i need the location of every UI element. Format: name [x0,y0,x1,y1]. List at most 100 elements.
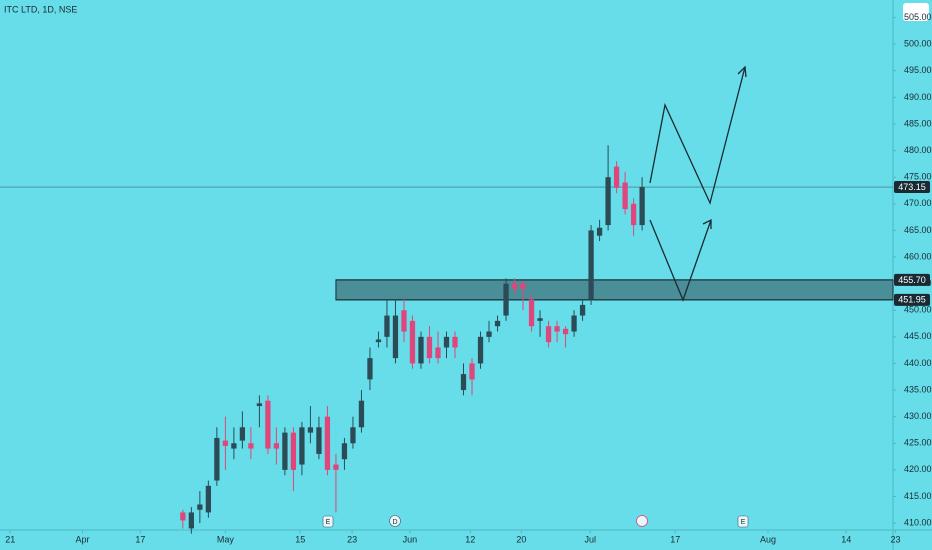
candle-body [571,315,577,332]
candle-body [282,432,288,470]
candle-body [537,318,543,321]
candle-body [426,336,433,359]
candle-body [197,504,203,510]
candle-body [579,304,586,316]
candle-body [435,347,441,359]
candle-body [392,315,399,359]
candle-body [469,363,475,380]
candle-body [350,427,356,444]
candle-body [477,336,484,364]
candle-body [367,358,373,380]
y-tick-label: 485.00 [904,118,932,128]
candle-body [596,227,603,236]
zone-top-label: 455.70 [898,275,926,285]
x-tick-label: 17 [135,534,145,544]
x-tick-label: 20 [516,534,526,544]
zone-top-badge [894,273,930,286]
arrow-path [649,66,746,205]
candle-body [375,339,382,343]
candle-body [341,443,348,460]
candle-body [205,485,212,513]
arrow-head [702,218,712,229]
event-icon[interactable] [636,515,648,527]
candle-body [452,336,458,348]
drawn-arrows [649,65,747,302]
zone-bottom-label: 451.95 [898,295,926,305]
candle-body [554,326,560,332]
candle-body [511,283,518,289]
y-tick-label: 480.00 [904,145,932,155]
candle-body [605,177,611,226]
candle-body [503,283,509,316]
candle-body [307,427,314,433]
x-tick-label: 14 [841,534,851,544]
candle-body [222,440,229,446]
candle-body [316,427,322,454]
candle-body [273,443,280,449]
candle-body [239,427,246,441]
candle-body [188,512,194,529]
y-tick-label: 440.00 [904,358,932,368]
y-tick-label: 470.00 [904,198,932,208]
y-tick-label: 495.00 [904,65,932,75]
y-tick-label: 410.00 [904,517,932,527]
event-icon[interactable] [737,515,749,528]
candle-body [409,320,416,364]
y-tick-label: 465.00 [904,225,932,235]
candle-body [290,432,297,470]
candle-body [588,230,594,300]
candle-body [180,512,186,521]
candle-body [358,400,365,428]
event-icon[interactable] [322,515,334,528]
event-icon[interactable] [389,515,401,527]
x-tick-label: 23 [347,534,357,544]
last-price-label: 473.15 [898,182,926,192]
y-tick-label: 475.00 [904,172,932,182]
y-tick-label: 420.00 [904,464,932,474]
top-right-button[interactable] [903,3,929,21]
candle-body [528,299,535,327]
event-label: E [326,519,331,526]
x-tick-label: 12 [465,534,475,544]
candle-body [520,283,526,289]
candle-body [384,315,390,337]
candle-body [494,320,501,327]
y-tick-label: 500.00 [904,39,932,49]
event-label: E [741,519,746,526]
y-tick-label: 490.00 [904,92,932,102]
zone-bottom-badge [894,293,930,306]
candle-body [418,336,424,364]
candle-body [622,182,628,210]
last-price-badge [894,181,930,194]
candle-body [460,374,467,391]
zone [335,279,894,301]
candle-body [324,416,331,470]
x-tick-label: 21 [5,534,15,544]
y-tick-label: 415.00 [904,491,932,501]
candle-body [214,437,220,481]
x-tick-label: 23 [891,534,901,544]
candle-body [486,331,492,337]
y-tick-label: 460.00 [904,251,932,261]
x-tick-label: 17 [670,534,680,544]
candle-body [630,203,637,226]
candle-body [248,443,254,449]
x-tick-label: Apr [75,534,89,544]
y-tick-label: 445.00 [904,331,932,341]
candle-body [231,443,237,449]
y-tick-label: 435.00 [904,384,932,394]
y-tick-label: 425.00 [904,438,932,448]
candle-body [299,427,305,465]
chart-title: ITC LTD, 1D, NSE [4,4,77,14]
candle-body [639,187,645,226]
candle-body [562,328,569,335]
candle-body [443,336,450,348]
candle-body [545,326,552,343]
y-tick-label: 430.00 [904,411,932,421]
candle-body [613,166,620,188]
x-tick-label: 15 [295,534,305,544]
candle-body [401,310,407,332]
candle-body [256,403,263,407]
